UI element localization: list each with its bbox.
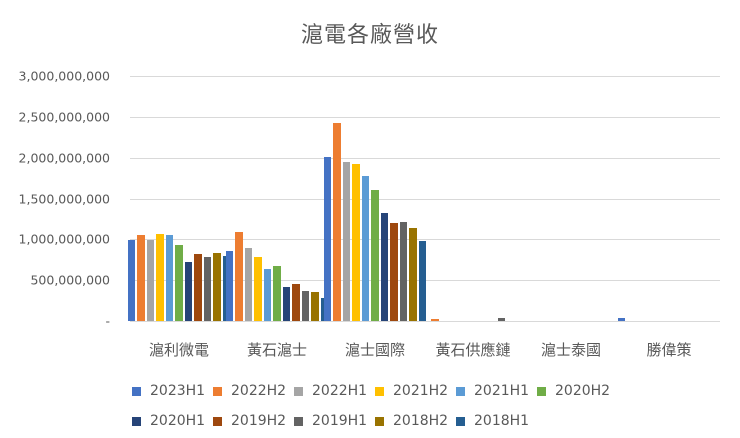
legend-item[interactable]: 2023H1 <box>120 383 205 399</box>
bar-2019H1[interactable] <box>203 257 212 321</box>
x-category-label: 滬士泰國 <box>540 341 601 359</box>
legend-item[interactable]: 2020H1 <box>120 413 205 429</box>
legend-item[interactable]: 2020H2 <box>525 383 610 399</box>
bar-2018H1[interactable] <box>418 240 427 321</box>
bar-2019H1[interactable] <box>301 290 310 321</box>
y-tick-label: 1,000,000,000 <box>18 231 110 247</box>
legend-swatch-icon <box>294 386 303 396</box>
bar-2023H1[interactable] <box>617 317 626 321</box>
legend-swatch-icon <box>294 416 303 426</box>
legend-label: 2019H2 <box>231 413 287 429</box>
bar-2022H2[interactable] <box>137 235 145 321</box>
bar-2020H1[interactable] <box>380 213 389 321</box>
bar-2020H2[interactable] <box>371 190 379 321</box>
y-tick-label: 2,000,000,000 <box>18 150 110 166</box>
bar-2019H2[interactable] <box>292 284 300 321</box>
bar-2021H2[interactable] <box>352 164 360 321</box>
legend-swatch-icon <box>375 416 384 426</box>
legend-item[interactable]: 2022H1 <box>282 383 367 399</box>
bar-2018H2[interactable] <box>311 292 319 321</box>
y-tick-label: - <box>105 313 110 329</box>
plot-area <box>127 0 720 438</box>
legend-item[interactable]: 2021H1 <box>444 383 529 399</box>
legend-item[interactable]: 2019H2 <box>201 413 286 429</box>
bar-2021H2[interactable] <box>156 233 164 321</box>
bar-2019H1[interactable] <box>399 222 408 321</box>
y-tick-label: 500,000,000 <box>30 272 110 288</box>
bar-2020H1[interactable] <box>184 262 193 321</box>
bar-2022H2[interactable] <box>431 319 439 321</box>
x-category-label: 黃石供應鏈 <box>435 341 511 359</box>
legend-label: 2018H2 <box>393 413 449 429</box>
legend-label: 2020H2 <box>555 383 611 399</box>
bar-2020H2[interactable] <box>273 266 281 321</box>
y-tick-label: 1,500,000,000 <box>18 191 110 206</box>
legend-item[interactable]: 2018H2 <box>363 413 448 429</box>
legend-item[interactable]: 2022H2 <box>201 383 286 399</box>
bar-2019H1[interactable] <box>497 317 506 321</box>
legend-label: 2022H1 <box>312 383 368 399</box>
bar-2022H2[interactable] <box>333 123 341 321</box>
legend-label: 2018H1 <box>474 413 530 429</box>
bar-2021H2[interactable] <box>254 257 262 321</box>
legend-swatch-icon <box>375 386 384 396</box>
x-category-label: 勝偉策 <box>646 341 692 359</box>
legend-swatch-icon <box>456 386 465 396</box>
bar-2021H1[interactable] <box>263 268 272 321</box>
legend-item[interactable]: 2018H1 <box>444 413 529 429</box>
gridline <box>130 76 720 77</box>
legend-label: 2021H1 <box>474 383 530 399</box>
bar-2022H1[interactable] <box>342 161 351 321</box>
legend-swatch-icon <box>213 416 222 426</box>
legend-item[interactable]: 2021H2 <box>363 383 448 399</box>
bar-2023H1[interactable] <box>323 156 332 321</box>
bar-2021H1[interactable] <box>361 175 370 321</box>
gridline <box>130 157 720 159</box>
bar-2019H2[interactable] <box>194 254 202 321</box>
bar-2018H2[interactable] <box>409 227 417 321</box>
bar-2022H1[interactable] <box>244 248 253 321</box>
gridline <box>130 239 720 241</box>
x-category-label: 滬士國際 <box>344 341 405 359</box>
bar-2023H1[interactable] <box>127 240 136 321</box>
legend-item[interactable]: 2019H1 <box>282 413 367 429</box>
bar-2021H1[interactable] <box>165 235 174 321</box>
y-tick-label: 2,500,000,000 <box>18 109 110 125</box>
bar-2022H2[interactable] <box>235 231 243 321</box>
bar-2019H2[interactable] <box>390 223 398 321</box>
legend: 2023H1 2022H2 2022H1 2021H2 2021H1 2020H2 2020… <box>120 376 680 436</box>
legend-label: 2020H1 <box>150 413 206 429</box>
bar-2022H1[interactable] <box>146 240 155 321</box>
gridline <box>130 321 720 322</box>
bar-2023H1[interactable] <box>225 250 234 321</box>
chart-title: 滬電各廠營收 <box>300 23 439 48</box>
legend-label: 2022H2 <box>231 383 287 399</box>
legend-swatch-icon <box>456 416 465 426</box>
legend-swatch-icon <box>132 416 141 426</box>
x-category-label: 黃石滬士 <box>246 341 307 359</box>
legend-swatch-icon <box>213 386 222 396</box>
bar-2020H2[interactable] <box>175 245 183 321</box>
y-tick-label: 3,000,000,000 <box>18 68 110 84</box>
gridline <box>130 116 720 118</box>
legend-swatch-icon <box>537 386 546 396</box>
legend-swatch-icon <box>132 386 141 396</box>
gridline <box>130 198 720 200</box>
bar-2020H1[interactable] <box>282 286 291 321</box>
x-category-label: 滬利微電 <box>148 341 209 359</box>
legend-label: 2019H1 <box>312 413 368 429</box>
bar-2018H2[interactable] <box>213 253 221 321</box>
legend-label: 2023H1 <box>150 383 206 399</box>
legend-label: 2021H2 <box>393 383 449 399</box>
